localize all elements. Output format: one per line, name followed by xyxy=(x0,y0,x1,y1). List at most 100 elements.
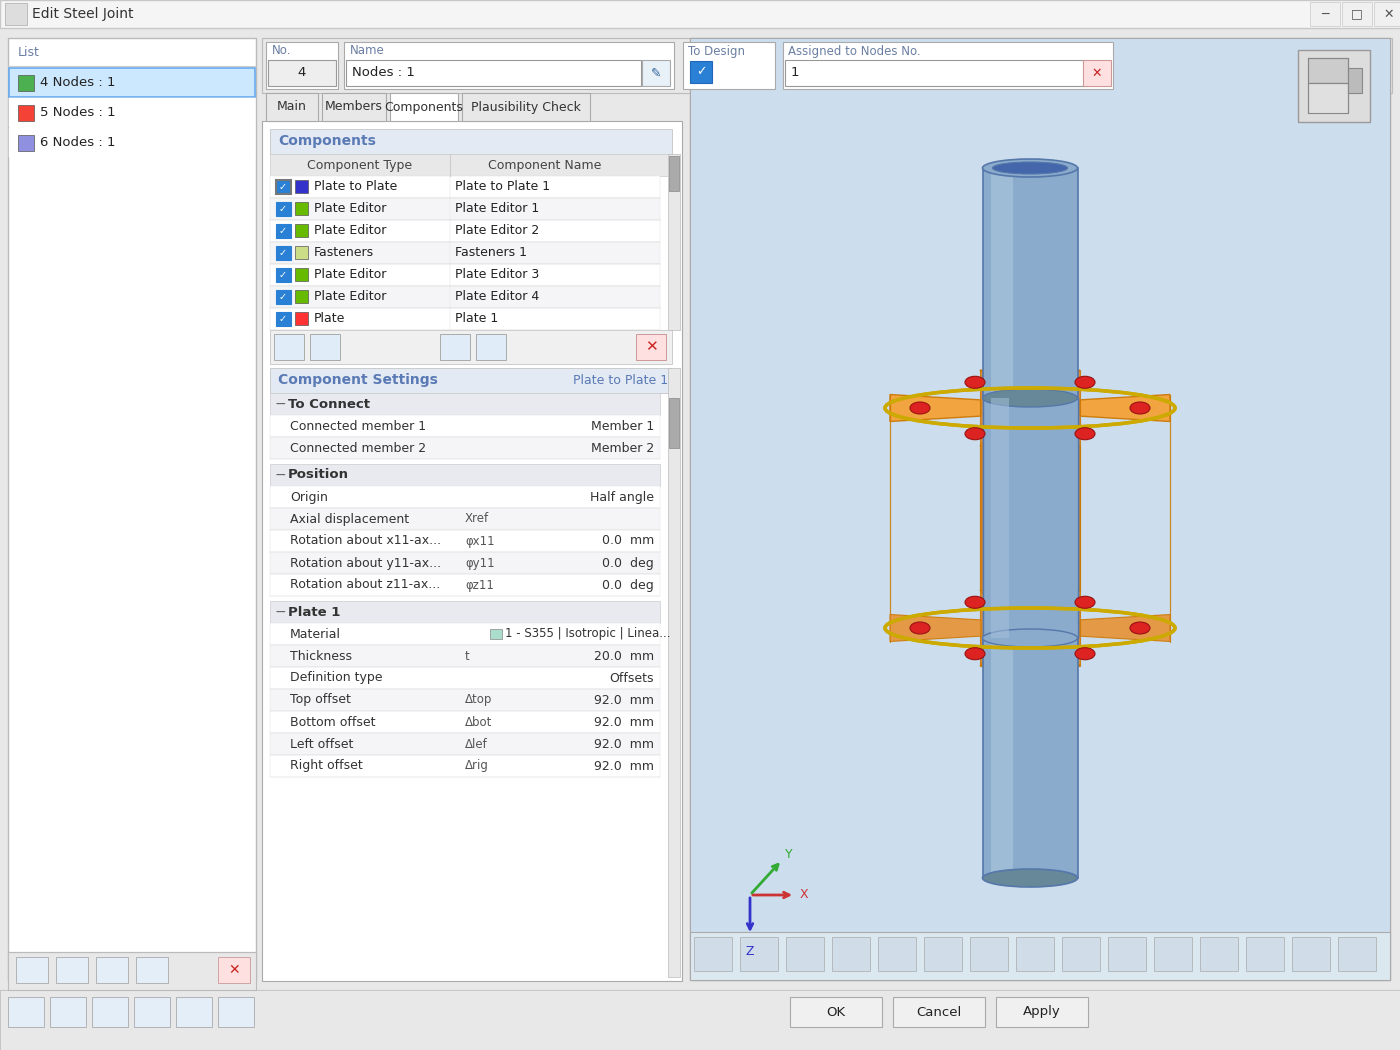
Bar xyxy=(270,264,659,286)
Text: Plate 1: Plate 1 xyxy=(288,606,340,618)
Text: ✕: ✕ xyxy=(644,339,658,355)
Text: Material: Material xyxy=(290,628,342,640)
Text: 92.0  mm: 92.0 mm xyxy=(594,759,654,773)
Bar xyxy=(295,246,308,259)
Bar xyxy=(276,180,291,194)
Text: Plate 1: Plate 1 xyxy=(455,313,498,326)
Text: Plate to Plate 1: Plate to Plate 1 xyxy=(455,181,550,193)
Bar xyxy=(270,220,659,242)
Text: ✓: ✓ xyxy=(279,226,287,236)
Bar xyxy=(295,224,308,237)
Bar xyxy=(270,242,659,264)
Text: ✓: ✓ xyxy=(279,204,287,214)
Bar xyxy=(8,68,255,97)
Polygon shape xyxy=(980,590,1079,614)
Text: Component Settings: Component Settings xyxy=(279,373,438,387)
Bar xyxy=(1298,50,1371,122)
Bar xyxy=(692,39,1389,979)
Bar xyxy=(0,0,1400,28)
Bar xyxy=(218,957,251,983)
Bar xyxy=(309,334,340,360)
Ellipse shape xyxy=(1130,402,1149,414)
Text: 6 Nodes : 1: 6 Nodes : 1 xyxy=(41,136,115,149)
Bar xyxy=(270,464,659,486)
Bar xyxy=(669,398,679,448)
Text: ✓: ✓ xyxy=(279,292,287,302)
Text: Half angle: Half angle xyxy=(589,490,654,504)
Text: ✓: ✓ xyxy=(279,270,287,280)
Bar xyxy=(295,290,308,303)
Bar xyxy=(270,667,659,689)
Bar xyxy=(276,312,291,326)
Text: −: − xyxy=(274,605,287,620)
Bar xyxy=(1016,937,1054,971)
Bar xyxy=(270,733,659,755)
Bar xyxy=(643,60,671,86)
Bar xyxy=(218,998,253,1027)
Bar xyxy=(690,932,1390,980)
Ellipse shape xyxy=(993,162,1067,174)
Bar xyxy=(344,42,673,89)
Text: ✎: ✎ xyxy=(651,66,661,80)
Text: No.: No. xyxy=(272,44,291,58)
Text: ✓: ✓ xyxy=(279,248,287,258)
Text: 1 - S355 | Isotropic | Linea...: 1 - S355 | Isotropic | Linea... xyxy=(505,628,671,640)
Bar xyxy=(274,334,304,360)
Bar xyxy=(8,38,256,980)
Bar xyxy=(1084,60,1112,86)
Bar xyxy=(8,98,255,127)
Bar xyxy=(490,629,503,639)
Bar xyxy=(270,645,659,667)
Bar xyxy=(1348,68,1362,93)
Bar xyxy=(270,368,672,393)
Bar xyxy=(270,330,672,364)
Text: Top offset: Top offset xyxy=(290,693,351,707)
Bar xyxy=(15,957,48,983)
Text: Member 2: Member 2 xyxy=(591,441,654,455)
Bar xyxy=(1200,937,1238,971)
Bar xyxy=(790,998,882,1027)
Bar xyxy=(266,93,318,121)
Bar xyxy=(276,268,291,282)
Bar xyxy=(276,202,291,216)
Bar xyxy=(924,937,962,971)
Text: Plate Editor: Plate Editor xyxy=(314,291,386,303)
Text: Δtop: Δtop xyxy=(465,693,493,707)
Bar xyxy=(636,334,666,360)
Bar xyxy=(1310,2,1340,26)
Text: Plate Editor: Plate Editor xyxy=(314,225,386,237)
Text: Xref: Xref xyxy=(465,512,489,525)
Bar xyxy=(262,121,682,981)
Bar xyxy=(0,990,1400,1050)
Bar xyxy=(1107,937,1147,971)
Text: −: − xyxy=(274,468,287,482)
Text: Plate Editor 2: Plate Editor 2 xyxy=(455,225,539,237)
Bar xyxy=(8,128,255,158)
Bar xyxy=(832,937,869,971)
Text: Plate Editor 1: Plate Editor 1 xyxy=(455,203,539,215)
Text: Rotation about z11-ax...: Rotation about z11-ax... xyxy=(290,579,440,591)
Bar xyxy=(983,168,1078,398)
Text: 0.0  mm: 0.0 mm xyxy=(602,534,654,547)
Bar xyxy=(97,957,127,983)
Text: Δbot: Δbot xyxy=(465,715,493,729)
Text: Cancel: Cancel xyxy=(917,1006,962,1018)
Bar xyxy=(785,60,1085,86)
Text: Member 1: Member 1 xyxy=(591,420,654,433)
Bar xyxy=(995,998,1088,1027)
Text: Axial displacement: Axial displacement xyxy=(290,512,409,525)
Text: □: □ xyxy=(1351,7,1362,21)
Bar xyxy=(270,574,659,596)
Bar xyxy=(270,393,659,415)
Bar xyxy=(893,998,986,1027)
Ellipse shape xyxy=(910,622,930,634)
Bar xyxy=(270,129,672,154)
Bar xyxy=(270,711,659,733)
Text: ✓: ✓ xyxy=(279,182,287,192)
Bar xyxy=(295,202,308,215)
Polygon shape xyxy=(890,614,981,642)
Text: Left offset: Left offset xyxy=(290,737,353,751)
Text: Apply: Apply xyxy=(1023,1006,1061,1018)
Bar xyxy=(970,937,1008,971)
Bar xyxy=(694,937,732,971)
